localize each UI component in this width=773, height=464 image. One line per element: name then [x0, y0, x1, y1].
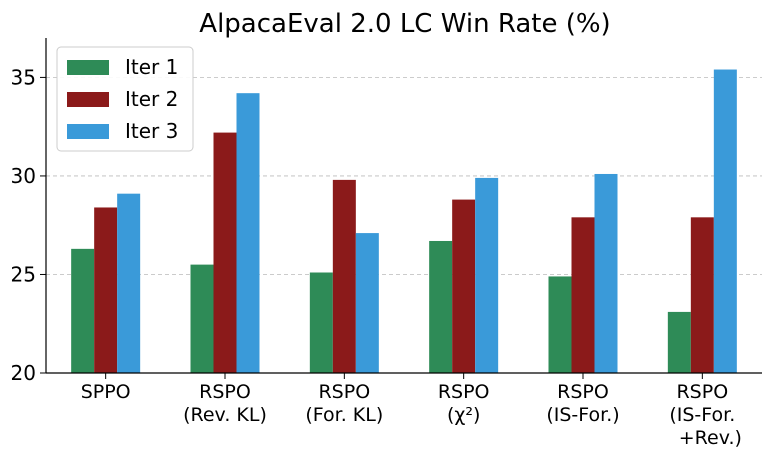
bar-iter-1 [429, 240, 453, 373]
x-tick-label: RSPO [438, 381, 490, 403]
bar-iter-3 [355, 233, 379, 373]
bar-iter-2 [452, 199, 476, 373]
legend-label: Iter 3 [125, 119, 178, 143]
x-tick-label: (χ²) [447, 404, 480, 426]
y-tick-label: 35 [11, 65, 36, 89]
x-tick-label: (For. KL) [305, 404, 383, 426]
x-tick-label: RSPO [318, 381, 370, 403]
bar-iter-1 [667, 311, 691, 373]
bar-iter-3 [713, 69, 737, 373]
bar-iter-2 [213, 132, 237, 373]
x-tick-label: (Rev. KL) [183, 404, 267, 426]
x-tick-label: RSPO [676, 381, 728, 403]
bar-iter-1 [190, 264, 214, 373]
x-tick-label: (IS-For.) [546, 404, 619, 426]
bar-iter-3 [475, 177, 499, 373]
bar-iter-2 [571, 217, 595, 373]
x-tick-label: (IS-For. [669, 404, 735, 426]
legend-swatch [67, 60, 109, 75]
x-tick-label: RSPO [557, 381, 609, 403]
bar-iter-3 [594, 173, 618, 373]
bar-iter-3 [236, 93, 260, 374]
y-tick-label: 25 [11, 262, 36, 286]
x-tick-label: SPPO [81, 381, 131, 403]
legend-label: Iter 2 [125, 87, 178, 111]
legend-label: Iter 1 [125, 55, 178, 79]
bar-iter-2 [94, 207, 118, 373]
legend-swatch [67, 124, 109, 139]
legend-swatch [67, 92, 109, 107]
bar-iter-2 [690, 217, 714, 373]
legend: Iter 1 Iter 2 Iter 3 [56, 46, 194, 152]
bar-iter-1 [548, 276, 572, 373]
bar-iter-2 [332, 179, 356, 373]
x-tick-label: RSPO [199, 381, 251, 403]
chart-title: AlpacaEval 2.0 LC Win Rate (%) [199, 9, 610, 39]
bars [71, 69, 737, 374]
bar-iter-3 [117, 193, 141, 373]
x-tick-label: +Rev.) [679, 427, 742, 449]
bar-iter-1 [309, 272, 333, 373]
bar-iter-1 [71, 248, 95, 373]
y-tick-label: 30 [11, 164, 36, 188]
y-tick-label: 20 [11, 361, 36, 385]
